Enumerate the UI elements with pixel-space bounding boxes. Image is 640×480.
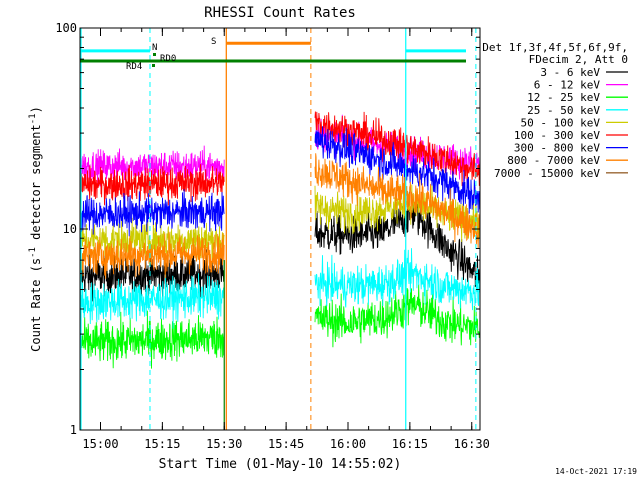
legend-label-7: 300 - 800 keV <box>514 142 600 155</box>
x-tick-label-6: 16:30 <box>454 437 490 451</box>
legend-header-detectors: Det 1f,3f,4f,5f,6f,9f, <box>482 41 628 54</box>
series-line-6-seg-1 <box>79 164 225 206</box>
legend-label-6: 100 - 300 keV <box>514 129 600 142</box>
series-line-8-seg-1 <box>79 231 225 279</box>
flag-label-rd0: RD0 <box>160 54 176 64</box>
series-line-5-seg-1 <box>79 217 225 266</box>
y-tick-label-2: 100 <box>55 21 77 35</box>
chart-title: RHESSI Count Rates <box>204 5 356 21</box>
x-tick-label-5: 16:15 <box>392 437 428 451</box>
series-line-3-seg-2 <box>314 284 481 348</box>
flag-label-n: N <box>152 43 157 53</box>
x-tick-label-1: 15:15 <box>144 437 180 451</box>
series-line-8-seg-2 <box>314 153 481 249</box>
legend-label-1: 3 - 6 keV <box>540 66 600 79</box>
legend-label-9: 7000 - 15000 keV <box>494 167 600 180</box>
series-layer <box>79 111 481 369</box>
flag-label-rd4: RD4 <box>126 62 142 72</box>
legend-label-2: 6 - 12 keV <box>534 79 601 92</box>
series-line-3-seg-1 <box>79 310 225 369</box>
legend-label-4: 25 - 50 keV <box>527 104 600 117</box>
legend-header-decimation: FDecim 2, Att 0 <box>529 53 628 66</box>
y-axis-label: Count Rate (s-1 detector segment-1) <box>28 106 43 352</box>
y-tick-label-0: 1 <box>70 423 77 437</box>
series-line-7-seg-2 <box>314 126 481 214</box>
x-tick-label-3: 15:45 <box>268 437 304 451</box>
legend-label-5: 50 - 100 keV <box>521 116 601 129</box>
legend-label-8: 800 - 7000 keV <box>507 154 600 167</box>
flag-label-s: S <box>211 37 216 47</box>
rd0-marker <box>153 53 156 56</box>
legend-label-3: 12 - 25 keV <box>527 91 600 104</box>
x-tick-label-4: 16:00 <box>330 437 366 451</box>
x-axis-label: Start Time (01-May-10 14:55:02) <box>159 457 402 472</box>
y-tick-label-1: 10 <box>63 222 77 236</box>
axis-layer: 15:00 15:15 15:30 15:45 16:00 16:15 16:30 1 10 10… <box>55 21 489 451</box>
timestamp: 14-Oct-2021 17:19 <box>555 467 637 476</box>
rd4-marker <box>152 64 155 67</box>
series-line-7-seg-1 <box>79 189 225 237</box>
x-tick-label-2: 15:30 <box>206 437 242 451</box>
series-line-4-seg-1 <box>79 273 225 329</box>
x-tick-label-0: 15:00 <box>82 437 118 451</box>
series-line-4-seg-2 <box>314 248 481 311</box>
